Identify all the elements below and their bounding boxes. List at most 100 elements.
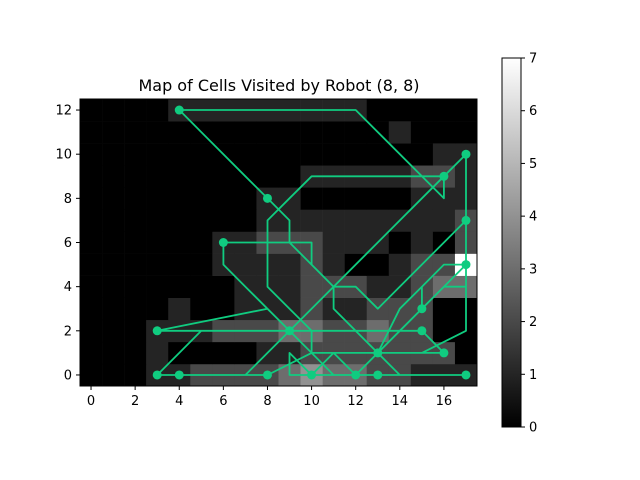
path-marker [152, 326, 162, 336]
heatmap-cell [168, 121, 191, 144]
path-marker [174, 105, 184, 115]
heatmap-cell [300, 275, 323, 298]
x-tick-label: 2 [131, 394, 139, 409]
heatmap-cell [80, 275, 103, 298]
heatmap-cell [102, 121, 125, 144]
heatmap-cell [190, 231, 213, 254]
heatmap-cell [102, 275, 125, 298]
heatmap-cell [300, 143, 323, 166]
heatmap-cell [146, 165, 169, 188]
heatmap-cell [124, 275, 147, 298]
heatmap-cell [80, 187, 103, 210]
heatmap-cell [366, 275, 390, 298]
heatmap-cell [168, 231, 191, 254]
x-tick-label: 16 [436, 394, 453, 409]
heatmap-cell [190, 165, 213, 188]
heatmap-cell [278, 253, 301, 276]
path-marker [439, 348, 449, 358]
heatmap-cell [278, 143, 301, 166]
heatmap-cell [102, 209, 125, 232]
heatmap-cell [388, 253, 412, 276]
heatmap-cell [256, 121, 279, 144]
heatmap-cell [432, 297, 456, 321]
heatmap-cell [168, 275, 191, 298]
heatmap-cell [124, 341, 147, 365]
heatmap-cell [256, 143, 279, 166]
heatmap-cell [190, 187, 213, 210]
heatmap-cell [190, 341, 213, 365]
heatmap-cell [432, 121, 456, 144]
heatmap-cell [168, 209, 191, 232]
heatmap-cell [124, 319, 147, 343]
heatmap-cell [80, 231, 103, 254]
heatmap-cell [102, 165, 125, 188]
path-marker [439, 171, 449, 181]
y-tick-label: 12 [55, 104, 72, 119]
heatmap-cell [168, 165, 191, 188]
heatmap-cell [212, 187, 235, 210]
heatmap-cell [234, 121, 257, 144]
colorbar [501, 57, 522, 428]
heatmap-cell [124, 231, 147, 254]
heatmap-cell [432, 99, 456, 122]
path-marker [461, 149, 471, 159]
x-tick-label: 8 [263, 394, 271, 409]
colorbar-tick-label: 5 [529, 157, 537, 172]
heatmap-cell [388, 99, 412, 122]
heatmap-cell [234, 341, 257, 365]
heatmap-cell [190, 253, 213, 276]
heatmap-cell [366, 209, 390, 232]
heatmap-cell [80, 143, 103, 166]
heatmap-cell [190, 275, 213, 298]
heatmap-cell [322, 231, 345, 254]
heatmap-cell [234, 187, 257, 210]
heatmap-cell [322, 143, 345, 166]
heatmap-cell [388, 231, 412, 254]
heatmap-cell [146, 99, 169, 122]
path-marker [461, 215, 471, 225]
heatmap-cell [102, 319, 125, 343]
heatmap-cell [190, 143, 213, 166]
heatmap-cell [80, 121, 103, 144]
heatmap-cell [388, 121, 412, 144]
heatmap-cell [432, 209, 456, 232]
heatmap-cell [212, 275, 235, 298]
heatmap-cell [146, 187, 169, 210]
x-tick-label: 12 [347, 394, 364, 409]
heatmap-cell [168, 253, 191, 276]
heatmap-cell [190, 209, 213, 232]
colorbar-tick-label: 2 [529, 315, 537, 330]
y-tick-label: 10 [55, 148, 72, 163]
heatmap-cell [146, 341, 169, 365]
heatmap-cell [278, 275, 301, 298]
heatmap-cell [190, 297, 213, 321]
path-marker [417, 304, 427, 314]
heatmap-cell [344, 231, 368, 254]
path-marker [152, 370, 162, 380]
heatmap-cell [454, 121, 478, 144]
heatmap-cell [212, 341, 235, 365]
heatmap-cell [102, 187, 125, 210]
heatmap-cell [410, 209, 434, 232]
y-axis-ticks: 0 2 4 6 8 10 12 [55, 104, 80, 383]
heatmap-cell [124, 165, 147, 188]
heatmap-cell [234, 143, 257, 166]
heatmap-cell [102, 297, 125, 321]
heatmap-cell [146, 275, 169, 298]
heatmap-cell [366, 187, 390, 210]
colorbar-ticks: 0 1 2 3 4 5 6 7 [521, 52, 537, 436]
x-tick-label: 14 [392, 394, 409, 409]
heatmap-cell [124, 253, 147, 276]
x-tick-label: 6 [219, 394, 227, 409]
heatmap-cell [388, 187, 412, 210]
path-marker [373, 370, 383, 380]
robot-markers [152, 105, 471, 380]
colorbar-tick-label: 4 [529, 210, 537, 225]
colorbar-tick-label: 1 [529, 368, 537, 383]
heatmap-cell [366, 253, 390, 276]
heatmap-cell [124, 297, 147, 321]
heatmap-cell [278, 121, 301, 144]
heatmap-cell [454, 99, 478, 122]
heatmap-cell [146, 231, 169, 254]
heatmap-cell [146, 121, 169, 144]
